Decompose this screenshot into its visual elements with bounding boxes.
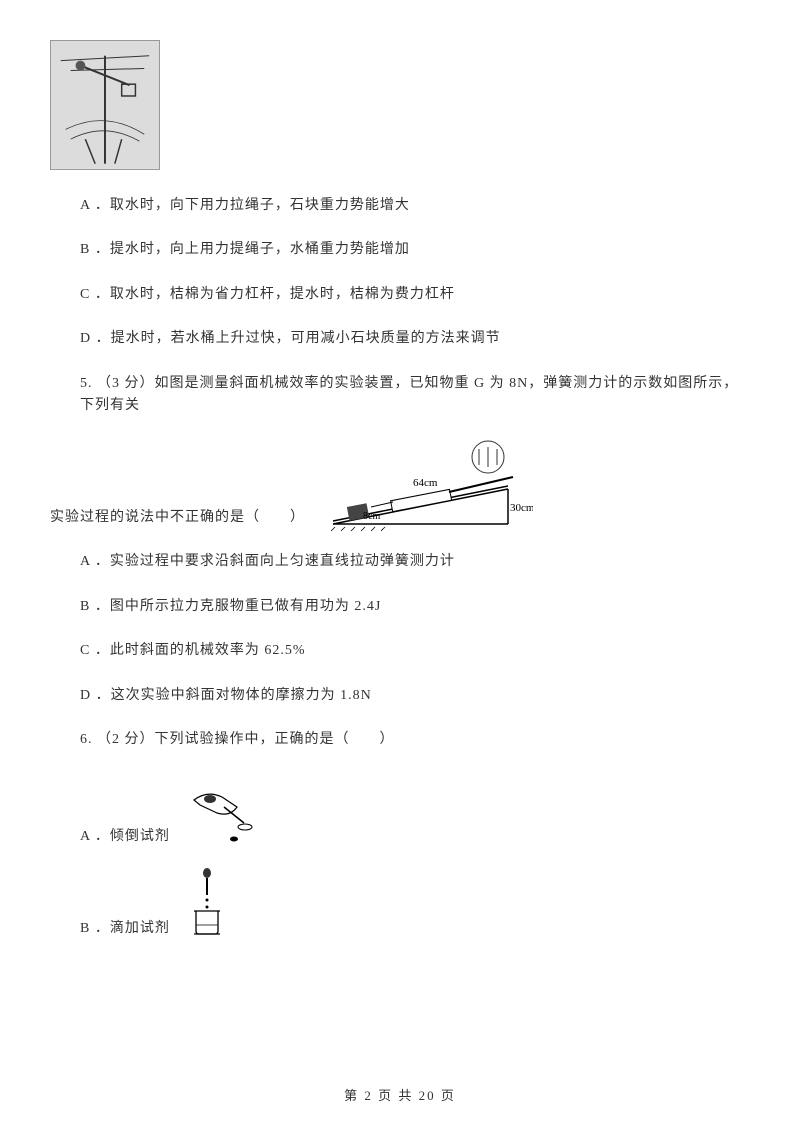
- lever-water-illustration: [50, 40, 160, 170]
- q4-option-b: B ．提水时，向上用力提绳子，水桶重力势能增加: [80, 239, 750, 261]
- q5-stem-line1: 5. （3 分）如图是测量斜面机械效率的实验装置，已知物重 G 为 8N，弹簧测…: [80, 373, 750, 418]
- label-64cm: 64cm: [413, 477, 438, 489]
- q5-option-c: C ．此时斜面的机械效率为 62.5%: [80, 640, 750, 662]
- q6-stem: 6. （2 分）下列试验操作中，正确的是（ ）: [80, 729, 750, 751]
- q4-option-c: C ．取水时，桔棉为省力杠杆，提水时，桔棉为费力杠杆: [80, 284, 750, 306]
- q5-option-b: B ．图中所示拉力克服物重已做有用功为 2.4J: [80, 596, 750, 618]
- q5-option-a: A ．实验过程中要求沿斜面向上匀速直线拉动弹簧测力计: [80, 551, 750, 573]
- drop-reagent-illustration: [182, 867, 232, 937]
- q6-option-b-row: B ．滴加试剂: [80, 867, 750, 937]
- q5-option-d: D ．这次实验中斜面对物体的摩擦力为 1.8N: [80, 685, 750, 707]
- q5-stem-line2: 实验过程的说法中不正确的是（ ）: [50, 507, 305, 529]
- page-footer: 第 2 页 共 20 页: [0, 1085, 800, 1104]
- label-8cm: 8cm: [363, 511, 380, 522]
- q6-option-a: A ．倾倒试剂: [80, 825, 170, 845]
- label-30cm: 30cm: [510, 502, 533, 514]
- incline-plane-diagram: 64cm 8cm 30cm: [313, 439, 533, 529]
- q4-option-a: A ．取水时，向下用力拉绳子，石块重力势能增大: [80, 195, 750, 217]
- q4-option-d: D ．提水时，若水桶上升过快，可用减小石块质量的方法来调节: [80, 328, 750, 350]
- q4-figure: [50, 40, 750, 175]
- q6-option-a-row: A ．倾倒试剂: [80, 785, 750, 845]
- q6-option-b: B ．滴加试剂: [80, 917, 170, 937]
- pour-reagent-illustration: [182, 785, 272, 845]
